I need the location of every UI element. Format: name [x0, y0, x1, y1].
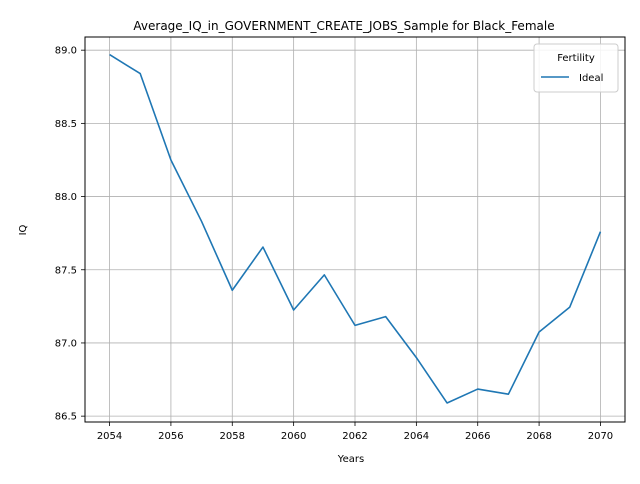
y-tick-label: 86.5 [55, 412, 77, 423]
x-tick-label: 2066 [465, 431, 490, 442]
legend: Fertility Ideal [533, 43, 619, 93]
legend-label-ideal: Ideal [579, 73, 603, 84]
y-axis-ticks: 86.5 87.0 87.5 88.0 88.5 89.0 [55, 46, 85, 423]
y-tick-label: 87.0 [55, 338, 77, 349]
x-tick-label: 2054 [97, 431, 122, 442]
x-tick-label: 2070 [588, 431, 613, 442]
legend-title: Fertility [557, 53, 595, 64]
x-tick-label: 2056 [158, 431, 183, 442]
x-tick-label: 2058 [220, 431, 245, 442]
series-line-ideal [109, 53, 602, 404]
y-tick-label: 87.5 [55, 265, 77, 276]
chart-title: Average_IQ_in_GOVERNMENT_CREATE_JOBS_Sam… [133, 19, 554, 33]
y-tick-label: 89.0 [55, 46, 77, 57]
x-axis-ticks: 2054 2056 2058 2060 2062 2064 2066 2068 2070 [97, 422, 613, 442]
series-lines [109, 53, 602, 404]
legend-box [533, 43, 619, 93]
y-tick-label: 88.0 [55, 192, 77, 203]
grid-lines [85, 37, 625, 422]
x-tick-label: 2062 [342, 431, 367, 442]
y-axis-title: IQ [18, 224, 29, 235]
y-tick-label: 88.5 [55, 119, 77, 130]
x-tick-label: 2060 [281, 431, 306, 442]
x-axis-title: Years [337, 454, 364, 465]
x-tick-label: 2068 [526, 431, 551, 442]
x-tick-label: 2064 [404, 431, 429, 442]
